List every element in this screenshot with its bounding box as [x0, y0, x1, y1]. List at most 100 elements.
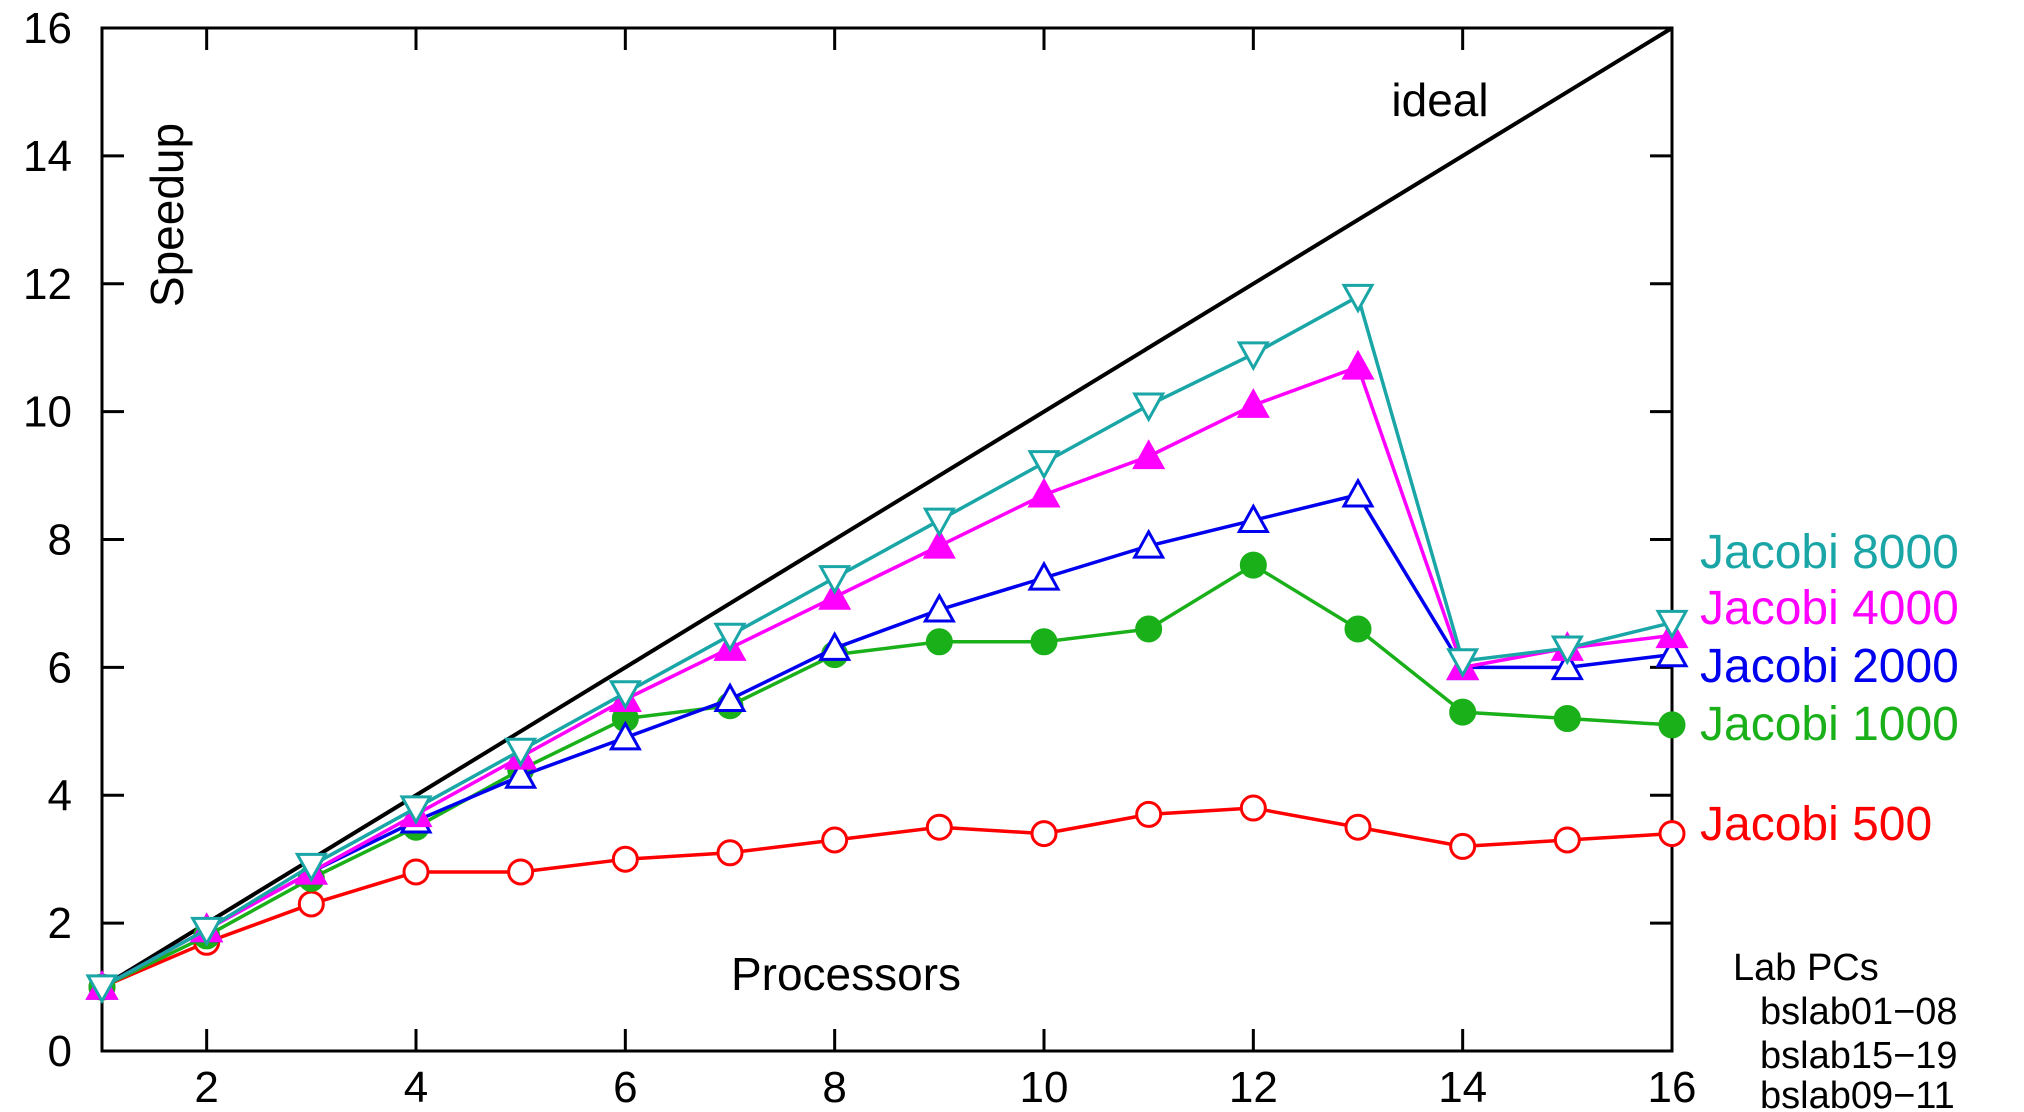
note-line: bslab15−19 [1760, 1035, 1958, 1077]
data-point [925, 813, 953, 841]
x-tick-label: 14 [1438, 1063, 1487, 1112]
data-point [1344, 813, 1372, 841]
series [88, 794, 1686, 1001]
x-tick-label: 12 [1229, 1063, 1278, 1112]
data-point [1655, 637, 1689, 668]
x-tick-label: 4 [404, 1063, 428, 1112]
legend-entry: Jacobi 500 [1700, 798, 1932, 851]
x-axis-label: Processors [731, 948, 961, 1000]
series [88, 551, 1686, 1001]
y-axis-label: Speedup [141, 123, 193, 307]
series-line [101, 563, 1673, 989]
series-line [101, 365, 1673, 989]
data-point [1550, 635, 1584, 666]
data-point [294, 852, 328, 883]
data-point [611, 845, 639, 873]
data-point [1344, 615, 1372, 643]
data-point [922, 507, 956, 538]
data-point [504, 737, 538, 768]
data-point [1135, 615, 1163, 643]
y-tick-label: 8 [48, 516, 72, 565]
series-line [101, 492, 1673, 989]
data-point [713, 682, 747, 713]
note-line: Lab PCs [1733, 947, 1879, 989]
legend-entry: Jacobi 2000 [1700, 640, 1959, 693]
ideal-line [100, 26, 1674, 989]
y-tick-label: 14 [23, 132, 72, 181]
data-point [608, 720, 642, 751]
y-tick-label: 4 [48, 771, 72, 820]
ideal-line-group: ideal [100, 26, 1674, 989]
data-point [922, 592, 956, 623]
data-point [1030, 820, 1058, 848]
x-tick-label: 2 [194, 1063, 218, 1112]
y-tick-label: 2 [48, 899, 72, 948]
data-point [1027, 477, 1061, 508]
data-point [818, 631, 852, 661]
axis-ticks [102, 26, 1674, 1053]
data-point [1553, 826, 1581, 854]
y-tick-label: 6 [48, 643, 72, 692]
x-tick-label: 16 [1648, 1063, 1697, 1112]
data-point [922, 528, 956, 559]
data-point [713, 622, 747, 653]
data-point [85, 974, 119, 1005]
data-point [1239, 551, 1267, 579]
data-point [1027, 560, 1061, 591]
data-point [1236, 341, 1270, 372]
note-line: bslab09−11 [1760, 1075, 1955, 1112]
legend-entry: Jacobi 1000 [1700, 698, 1959, 751]
tick-labels: 0 2 4 6 8 10 12 14 16 2 4 6 8 10 12 14 16 [23, 4, 1696, 1112]
series-group [85, 283, 1689, 1005]
x-tick-label: 8 [822, 1063, 846, 1112]
data-point [1550, 650, 1584, 681]
data-point [608, 680, 642, 711]
data-point [1446, 648, 1480, 679]
data-point [402, 858, 430, 886]
data-point [1449, 698, 1477, 726]
data-point [507, 858, 535, 886]
y-tick-label: 12 [23, 260, 72, 309]
data-point [1030, 628, 1058, 656]
series [85, 477, 1689, 1000]
data-point [1027, 450, 1061, 480]
data-point [925, 628, 953, 656]
data-point [1132, 392, 1166, 423]
data-point [297, 890, 325, 918]
y-tick-label: 16 [23, 4, 72, 53]
data-point [818, 565, 852, 595]
data-point [1341, 477, 1375, 508]
data-point [190, 916, 224, 947]
data-point [818, 579, 852, 610]
note-line: bslab01−08 [1760, 991, 1958, 1033]
legend-entry: Jacobi 4000 [1700, 582, 1959, 635]
series-line [101, 806, 1673, 989]
legend-entry: Jacobi 8000 [1700, 526, 1959, 579]
data-point [1658, 711, 1686, 739]
data-point [821, 826, 849, 854]
lab-pcs-note: Lab PCs bslab01−08 bslab15−19 bslab09−11 [1733, 947, 1958, 1112]
data-point [1341, 349, 1375, 380]
y-tick-label: 10 [23, 388, 72, 437]
data-point [1239, 794, 1267, 822]
x-tick-label: 10 [1020, 1063, 1069, 1112]
data-point [1658, 820, 1686, 848]
series-line [101, 294, 1673, 989]
data-point [1236, 388, 1270, 418]
data-point [1132, 528, 1166, 559]
x-tick-label: 6 [613, 1063, 637, 1112]
data-point [399, 795, 433, 826]
data-point [1132, 439, 1166, 470]
series [85, 283, 1689, 1005]
data-point [1341, 283, 1375, 314]
data-point [1135, 800, 1163, 828]
series [85, 349, 1689, 1000]
y-tick-label: 0 [48, 1027, 72, 1076]
data-point [1449, 832, 1477, 860]
data-point [1655, 609, 1689, 640]
data-point [1553, 705, 1581, 733]
ideal-label: ideal [1391, 74, 1488, 126]
data-point [716, 839, 744, 867]
